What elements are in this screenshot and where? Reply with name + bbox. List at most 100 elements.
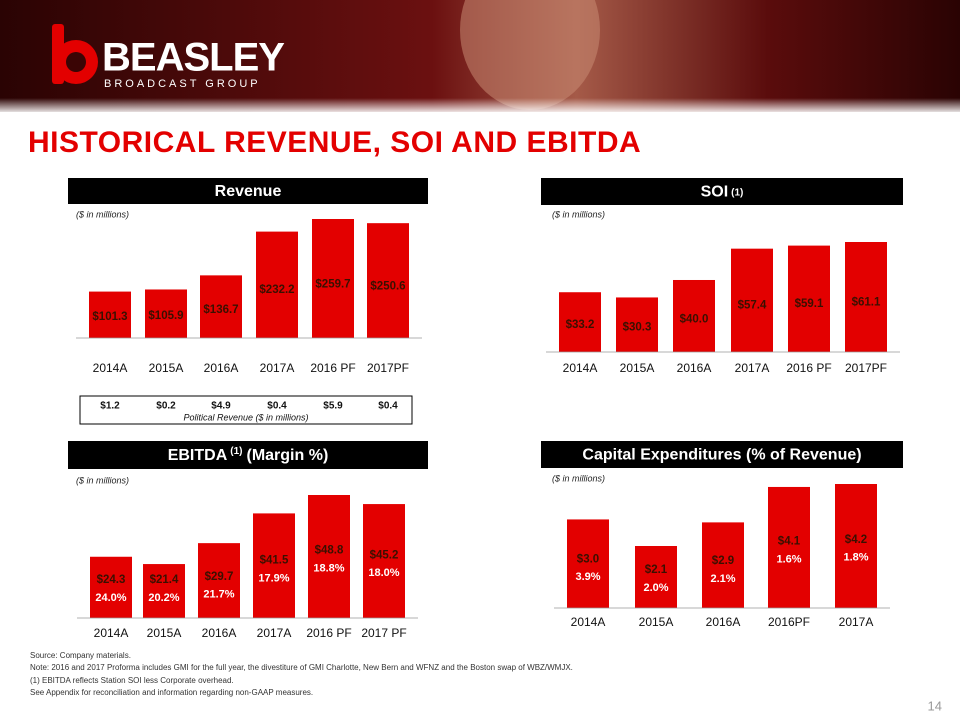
slide-title: HISTORICAL REVENUE, SOI AND EBITDA (28, 126, 641, 159)
x-tick-label: 2014A (94, 626, 129, 640)
chart-title: Revenue (215, 183, 282, 200)
chart-title-text: Revenue (215, 183, 282, 200)
header-face (460, 0, 600, 110)
value-label: $59.1 (795, 298, 824, 310)
bar (731, 248, 773, 352)
bar (253, 513, 295, 618)
chart-title: SOI (1) (701, 184, 744, 201)
political-value: $5.9 (323, 401, 343, 412)
value-label: $2.9 (712, 555, 734, 567)
panel-header (541, 178, 903, 205)
value-label: $259.7 (315, 278, 350, 290)
value-label: $24.3 (97, 574, 126, 586)
margin-label: 17.9% (258, 572, 289, 584)
value-label: $57.4 (738, 300, 767, 312)
charts: Revenue ($ in millions) $101.3 2014A $105.9 2… (68, 178, 903, 640)
political-value: $4.9 (211, 401, 231, 412)
value-label: $41.5 (260, 555, 289, 567)
value-label: $21.4 (150, 574, 179, 586)
bar (89, 291, 131, 338)
x-tick-label: 2017PF (845, 361, 887, 375)
value-label: $29.7 (205, 571, 234, 583)
footnote: Note: 2016 and 2017 Proforma includes GM… (30, 663, 573, 672)
logo-tagline: BROADCAST GROUP (104, 78, 261, 90)
footnote: See Appendix for reconciliation and info… (30, 688, 313, 697)
bar (256, 231, 298, 338)
chart-subtitle: ($ in millions) (552, 209, 605, 219)
bar (559, 292, 601, 352)
value-label: $45.2 (370, 549, 399, 561)
x-tick-label: 2015A (147, 626, 182, 640)
bar (635, 546, 677, 608)
chart-title-suffix: (Margin %) (247, 447, 329, 464)
x-tick-label: 2016 PF (306, 626, 351, 640)
political-value: $0.4 (378, 401, 398, 412)
value-label: $3.0 (577, 553, 599, 565)
bar (143, 564, 185, 618)
bar (788, 245, 830, 352)
value-label: $101.3 (92, 311, 127, 323)
x-tick-label: 2017 PF (361, 626, 406, 640)
bar (308, 495, 350, 618)
x-tick-label: 2016A (204, 361, 239, 375)
x-tick-label: 2014A (93, 361, 128, 375)
bar (673, 279, 715, 352)
bar (768, 486, 810, 608)
margin-label: 2.0% (643, 582, 668, 594)
political-box (79, 395, 413, 425)
x-tick-label: 2015A (639, 615, 674, 629)
value-label: $61.1 (852, 297, 881, 309)
political-value: $0.4 (267, 401, 287, 412)
panel-header (68, 441, 428, 469)
x-tick-label: 2016A (706, 615, 741, 629)
bar (367, 223, 409, 338)
value-label: $48.8 (315, 544, 344, 556)
x-tick-label: 2017PF (367, 361, 409, 375)
bar (702, 522, 744, 608)
bar (616, 297, 658, 352)
panel-header (541, 441, 903, 468)
margin-label: 18.8% (313, 562, 344, 574)
margin-label: 24.0% (95, 592, 126, 604)
page-number: 14 (928, 698, 942, 713)
bar (567, 519, 609, 608)
panel-header (68, 178, 428, 204)
value-label: $105.9 (148, 310, 183, 322)
bar (845, 242, 887, 352)
political-label: Political Revenue ($ in millions) (183, 412, 308, 422)
footnote: (1) EBITDA reflects Station SOI less Cor… (30, 676, 234, 685)
x-tick-label: 2014A (563, 361, 598, 375)
bar (200, 275, 242, 338)
x-tick-label: 2015A (149, 361, 184, 375)
chart-title-note: (1) (230, 446, 242, 457)
margin-label: 1.8% (843, 552, 868, 564)
political-value: $0.2 (156, 401, 176, 412)
value-label: $250.6 (370, 280, 405, 292)
x-tick-label: 2016A (202, 626, 237, 640)
value-label: $136.7 (203, 304, 238, 316)
bar (312, 219, 354, 338)
value-label: $4.1 (778, 535, 801, 547)
value-label: $40.0 (680, 314, 709, 326)
logo: BEASLEY BROADCAST GROUP (52, 24, 286, 90)
logo-name: BEASLEY (102, 36, 285, 80)
value-label: $232.2 (259, 284, 294, 296)
x-tick-label: 2015A (620, 361, 655, 375)
x-tick-label: 2017A (735, 361, 770, 375)
value-label: $4.2 (845, 534, 867, 546)
x-tick-label: 2014A (571, 615, 606, 629)
x-tick-label: 2016 PF (786, 361, 831, 375)
margin-label: 18.0% (368, 567, 399, 579)
footnote: Source: Company materials. (30, 651, 131, 660)
chart-subtitle: ($ in millions) (552, 473, 605, 483)
bar (198, 543, 240, 618)
x-tick-label: 2017A (260, 361, 295, 375)
chart-title-text: SOI (701, 184, 729, 201)
chart-title-note: (1) (731, 187, 743, 198)
political-value: $1.2 (100, 401, 120, 412)
chart-subtitle: ($ in millions) (76, 209, 129, 219)
value-label: $33.2 (566, 319, 595, 331)
x-tick-label: 2017A (839, 615, 874, 629)
bar (145, 289, 187, 338)
